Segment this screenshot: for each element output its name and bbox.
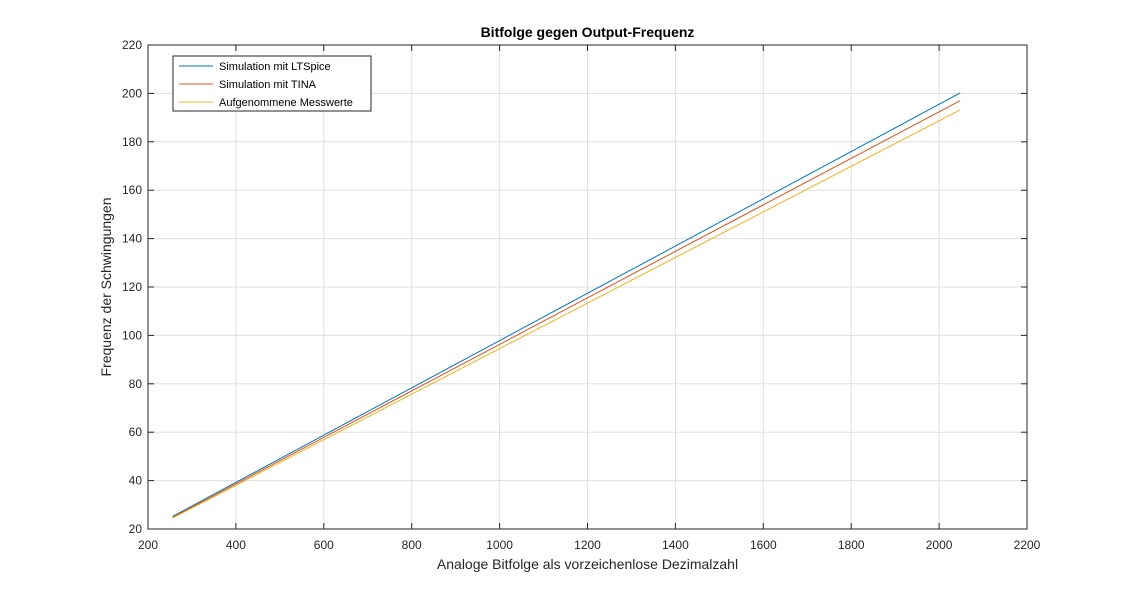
x-tick-label: 1400 xyxy=(662,538,689,552)
series-line-3 xyxy=(172,109,961,519)
y-tick-label: 180 xyxy=(122,135,142,149)
y-tick-label: 80 xyxy=(129,377,143,391)
y-tick-label: 100 xyxy=(122,328,142,342)
y-tick-label: 120 xyxy=(122,280,142,294)
ticks: 200 400 600 800 1000 1200 1400 1600 1800 2000 2200… xyxy=(122,38,1041,552)
x-tick-label: 1200 xyxy=(574,538,601,552)
x-tick-label: 2200 xyxy=(1014,538,1041,552)
y-tick-label: 20 xyxy=(129,522,143,536)
y-tick-label: 220 xyxy=(122,38,142,52)
x-tick-label: 1800 xyxy=(838,538,865,552)
y-axis-label: Frequenz der Schwingungen xyxy=(98,197,114,376)
x-tick-label: 1000 xyxy=(486,538,513,552)
series-group xyxy=(172,92,961,519)
x-tick-label: 800 xyxy=(402,538,422,552)
chart-title: Bitfolge gegen Output-Frequenz xyxy=(481,24,695,40)
grid xyxy=(147,44,1028,530)
y-tick-label: 60 xyxy=(129,425,143,439)
legend: Simulation mit LTSpice Simulation mit TIN… xyxy=(172,55,372,112)
x-tick-label: 2000 xyxy=(926,538,953,552)
legend-entry: Simulation mit LTSpice xyxy=(219,61,331,73)
y-tick-label: 160 xyxy=(122,183,142,197)
legend-entry: Simulation mit TINA xyxy=(219,79,317,91)
x-tick-label: 600 xyxy=(314,538,334,552)
x-tick-label: 1600 xyxy=(750,538,777,552)
x-axis-label: Analoge Bitfolge als vorzeichenlose Dezi… xyxy=(437,556,738,572)
series-line-2 xyxy=(172,100,961,518)
y-tick-label: 40 xyxy=(129,474,143,488)
legend-entry: Aufgenommene Messwerte xyxy=(219,97,353,109)
y-tick-label: 140 xyxy=(122,232,142,246)
series-line-1 xyxy=(172,92,961,517)
x-tick-label: 400 xyxy=(226,538,246,552)
x-tick-label: 200 xyxy=(138,538,158,552)
y-tick-label: 200 xyxy=(122,86,142,100)
